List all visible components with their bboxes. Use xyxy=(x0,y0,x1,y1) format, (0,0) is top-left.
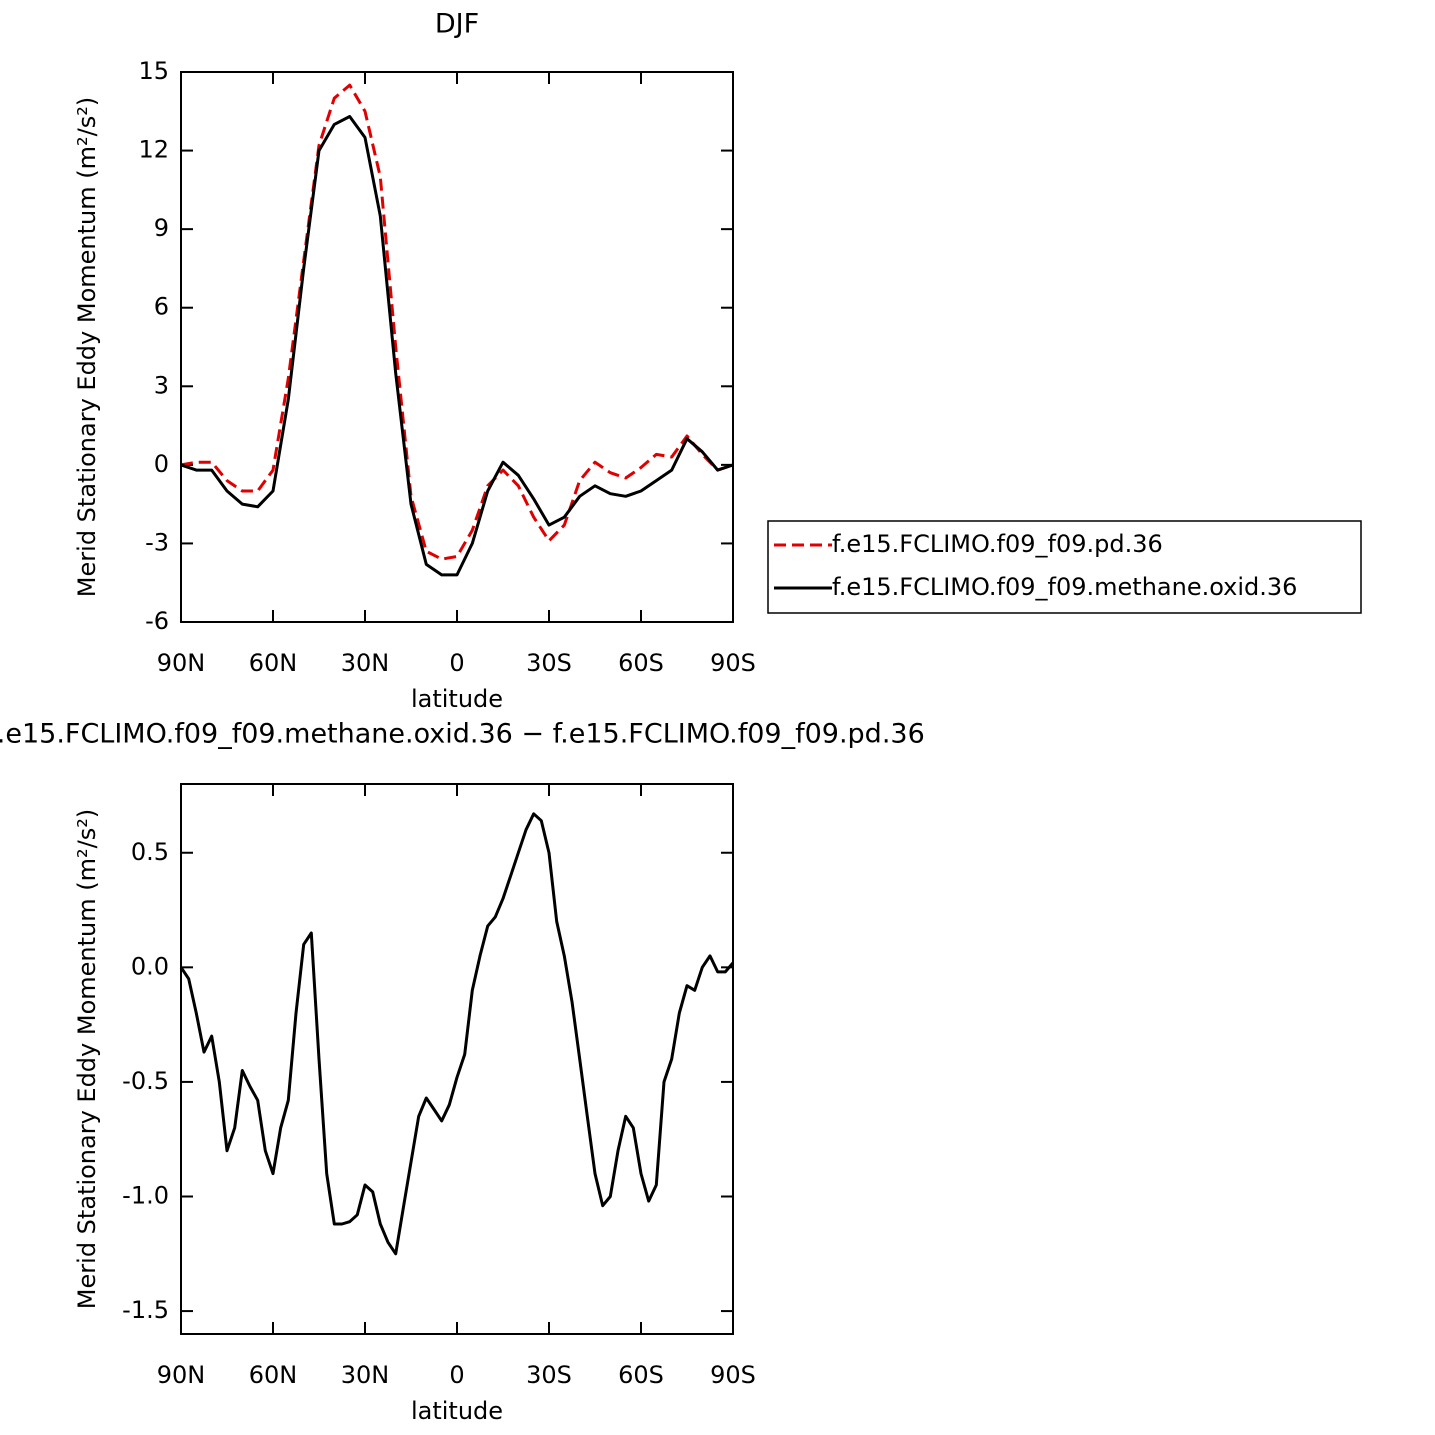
x-tick-label: 60N xyxy=(249,649,298,677)
y-tick-label: 12 xyxy=(138,136,169,164)
y-tick-label: 15 xyxy=(138,57,169,85)
legend-label: f.e15.FCLIMO.f09_f09.methane.oxid.36 xyxy=(832,573,1297,601)
legend-label: f.e15.FCLIMO.f09_f09.pd.36 xyxy=(832,530,1163,558)
x-tick-label: 90S xyxy=(710,649,756,677)
y-tick-label: -3 xyxy=(145,528,169,556)
legend-box xyxy=(767,520,1362,614)
y-axis-label: Merid Stationary Eddy Momentum (m²/s²) xyxy=(73,809,101,1309)
y-tick-label: -1.0 xyxy=(122,1182,169,1210)
chart-title: DJF xyxy=(435,9,479,40)
y-tick-label: 0.5 xyxy=(131,838,169,866)
x-tick-label: 90N xyxy=(157,1361,206,1389)
plot-frame xyxy=(180,783,734,1335)
x-tick-label: 90S xyxy=(710,1361,756,1389)
data-line xyxy=(180,115,734,577)
x-tick-label: 30S xyxy=(526,1361,572,1389)
x-tick-label: 60N xyxy=(249,1361,298,1389)
x-tick-label: 0 xyxy=(449,649,464,677)
x-tick-label: 60S xyxy=(618,649,664,677)
x-tick-label: 30N xyxy=(341,649,390,677)
y-tick-label: 9 xyxy=(154,214,169,242)
y-tick-label: 0 xyxy=(154,450,169,478)
y-axis-label: Merid Stationary Eddy Momentum (m²/s²) xyxy=(73,97,101,597)
x-tick-label: 30N xyxy=(341,1361,390,1389)
x-tick-label: 60S xyxy=(618,1361,664,1389)
y-tick-label: 6 xyxy=(154,293,169,321)
x-tick-label: 30S xyxy=(526,649,572,677)
x-tick-label: 90N xyxy=(157,649,206,677)
plot-frame xyxy=(180,71,734,623)
y-tick-label: -6 xyxy=(145,607,169,635)
x-tick-label: 0 xyxy=(449,1361,464,1389)
x-axis-label: latitude xyxy=(411,685,503,713)
y-tick-label: -1.5 xyxy=(122,1296,169,1324)
data-line xyxy=(180,83,734,561)
x-axis-label: latitude xyxy=(411,1397,503,1425)
y-tick-label: 3 xyxy=(154,371,169,399)
y-tick-label: 0.0 xyxy=(131,952,169,980)
y-tick-label: -0.5 xyxy=(122,1067,169,1095)
data-line xyxy=(179,812,735,1256)
chart-title: f.e15.FCLIMO.f09_f09.methane.oxid.36 − f… xyxy=(0,719,925,750)
